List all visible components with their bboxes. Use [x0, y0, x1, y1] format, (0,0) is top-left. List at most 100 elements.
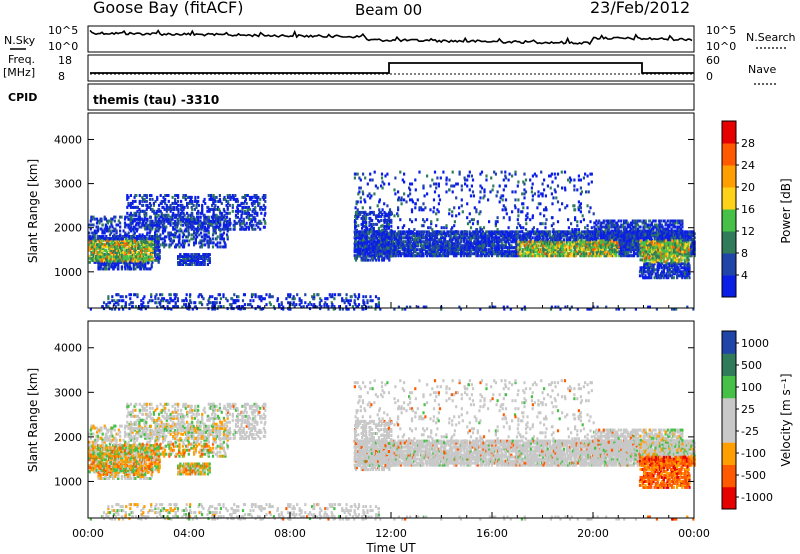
power-cell: [227, 201, 230, 205]
power-cell: [522, 254, 525, 258]
power-cell: [146, 241, 149, 245]
power-cell: [145, 207, 148, 211]
power-cell: [612, 252, 615, 256]
power-cell: [144, 241, 147, 245]
power-cell: [417, 238, 420, 242]
power-cell: [101, 245, 104, 249]
power-cell: [179, 213, 182, 217]
power-cell: [548, 236, 551, 240]
power-cell: [465, 234, 469, 238]
power-cell: [429, 254, 432, 258]
power-cell: [191, 261, 194, 264]
power-cell: [173, 205, 176, 209]
power-cell: [432, 254, 435, 258]
power-cell: [156, 243, 159, 247]
power-cell: [256, 199, 259, 203]
power-cell: [425, 244, 428, 248]
power-cell: [567, 238, 570, 242]
power-cell: [498, 248, 501, 252]
power-cell: [154, 227, 157, 231]
power-cell: [129, 265, 132, 269]
power-cell: [596, 252, 599, 256]
power-cell: [463, 234, 466, 238]
power-cell: [429, 240, 432, 244]
power-cell: [135, 263, 138, 267]
power-cell: [149, 229, 152, 233]
power-cell: [559, 254, 562, 258]
power-cell: [187, 201, 190, 205]
power-cell: [636, 250, 639, 254]
power-cell: [568, 240, 571, 244]
power-cell: [131, 205, 135, 209]
power-cell: [591, 234, 594, 238]
power-cell: [519, 242, 522, 246]
power-cell: [218, 194, 221, 197]
power-cell: [592, 242, 595, 246]
power-cell: [156, 223, 159, 227]
power-cell: [570, 250, 573, 254]
power-cell: [212, 231, 215, 235]
power-cell: [117, 219, 120, 223]
power-cell: [129, 261, 132, 265]
power-cell: [444, 246, 447, 250]
power-cell: [562, 240, 566, 244]
power-cell: [529, 244, 533, 248]
power-cell: [135, 227, 138, 231]
power-cell: [193, 255, 196, 259]
power-cell: [464, 232, 467, 236]
power-cell: [93, 245, 96, 249]
power-cell: [414, 248, 417, 252]
power-cell: [149, 267, 152, 271]
power-cell: [402, 240, 405, 244]
station-title: Goose Bay (fitACF): [93, 0, 243, 17]
power-cell: [588, 252, 591, 256]
power-cell: [526, 250, 529, 254]
power-cell: [242, 205, 245, 209]
power-cell: [362, 244, 365, 248]
power-cell: [540, 232, 543, 236]
power-cell: [212, 194, 215, 197]
power-cell: [573, 248, 577, 252]
power-cell: [625, 252, 628, 256]
power-cell: [203, 239, 206, 243]
power-cell: [604, 254, 607, 258]
power-cell: [104, 217, 107, 221]
power-cell: [187, 195, 190, 199]
power-cell: [386, 230, 389, 234]
power-cell: [402, 242, 405, 246]
power-cell: [394, 232, 398, 236]
power-cell: [618, 238, 621, 242]
power-cell: [219, 233, 222, 237]
power-cell: [151, 237, 154, 241]
power-cell: [139, 217, 142, 221]
power-cell: [195, 217, 198, 221]
power-cell: [448, 252, 451, 256]
power-cell: [160, 211, 163, 215]
power-cell: [128, 239, 131, 242]
power-cell: [186, 257, 190, 260]
power-cell: [143, 209, 146, 213]
power-cell: [394, 252, 398, 256]
power-cell: [229, 197, 232, 201]
power-cell: [592, 230, 595, 234]
power-cell: [536, 234, 539, 238]
power-cell: [96, 219, 100, 223]
power-cell: [247, 217, 250, 221]
power-cell: [473, 246, 476, 250]
power-cell: [480, 248, 483, 252]
power-cell: [463, 252, 466, 256]
power-cell: [138, 221, 141, 225]
power-cell: [539, 230, 542, 234]
power-cell: [363, 248, 366, 252]
power-cell: [554, 242, 557, 246]
power-cell: [199, 239, 202, 243]
power-cell: [581, 230, 584, 234]
power-cell: [252, 223, 255, 227]
power-cell: [206, 209, 209, 213]
power-cell: [250, 213, 253, 217]
power-cell: [561, 246, 564, 250]
power-cell: [469, 246, 472, 250]
power-cell: [228, 223, 231, 227]
power-cell: [553, 232, 557, 236]
power-cell: [146, 219, 149, 223]
